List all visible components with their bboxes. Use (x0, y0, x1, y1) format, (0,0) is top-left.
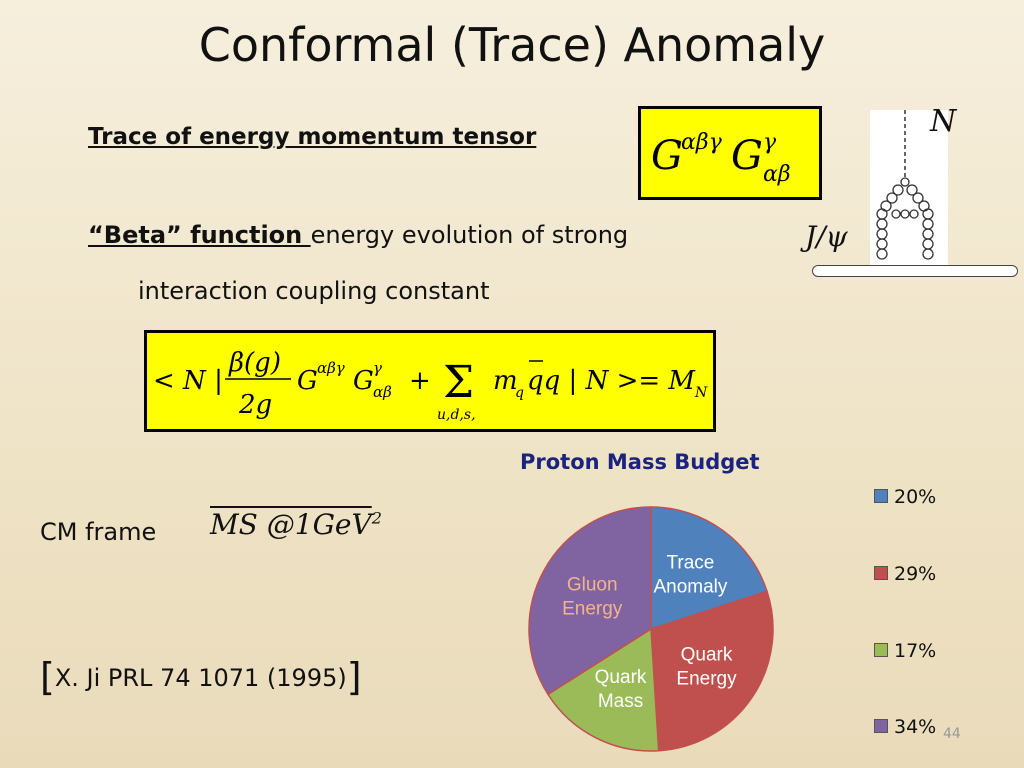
svg-text:G: G (297, 366, 318, 396)
svg-text:q: q (515, 385, 524, 401)
beta-description: energy evolution of strong (310, 221, 629, 249)
pie-slice (546, 627, 660, 752)
beta-description-2: interaction coupling constant (138, 277, 490, 305)
svg-text:αβγ: αβγ (317, 359, 345, 377)
pie-slice (650, 506, 768, 631)
beta-function-line: “Beta” function energy evolution of stro… (88, 221, 628, 249)
bracket-close: ] (346, 655, 362, 699)
reference: [X. Ji PRL 74 1071 (1995)] (40, 655, 362, 699)
svg-text:G: G (731, 133, 763, 179)
pie-slice (528, 506, 652, 696)
legend-label: 17% (894, 640, 937, 662)
slice-label: Anomaly (653, 577, 727, 598)
mass-decomposition-equation: < N | β(g) 2g G αβγ G γ αβ + Σ u,d,s, m … (144, 330, 716, 432)
nucleon-label: N (930, 104, 957, 139)
ms-text: MS @1GeV (210, 508, 372, 541)
svg-text:2g: 2g (238, 390, 272, 420)
slice-label: Energy (676, 669, 737, 690)
reference-text: X. Ji PRL 74 1071 (1995) (54, 664, 347, 692)
ms-exponent: 2 (371, 508, 382, 528)
beta-heading: “Beta” function (88, 221, 311, 249)
feynman-diagram-svg (876, 110, 934, 260)
legend-swatch (874, 489, 888, 503)
slice-label: Energy (562, 599, 623, 620)
svg-text:qq | N >= M: qq | N >= M (527, 366, 696, 396)
slice-label: Quark (595, 667, 647, 688)
slice-label: Gluon (567, 575, 618, 596)
gluon-tensor-equation-svg: G αβγ G γ αβ (651, 130, 791, 187)
legend-swatch (874, 566, 888, 580)
legend-item: 20% (874, 486, 936, 508)
slice-label: Mass (598, 691, 643, 712)
gluon-tensor-equation: G αβγ G γ αβ (638, 106, 822, 200)
legend-label: 34% (894, 716, 937, 738)
chart-title: Proton Mass Budget (520, 450, 760, 474)
page-number: 44 (943, 726, 961, 742)
trace-heading: Trace of energy momentum tensor (88, 124, 537, 150)
legend-item: 29% (874, 563, 936, 585)
svg-text:αβ: αβ (373, 383, 392, 401)
svg-text:G: G (353, 366, 374, 396)
slide-title: Conformal (Trace) Anomaly (198, 18, 826, 72)
feynman-diagram (870, 110, 948, 268)
jpsi-label: J/ψ (805, 220, 848, 253)
mass-decomposition-svg: < N | β(g) 2g G αβγ G γ αβ + Σ u,d,s, m … (153, 348, 708, 423)
svg-text:m: m (493, 366, 518, 396)
target-bar (812, 265, 1018, 277)
ms-scheme-label: MS @1GeV2 (210, 508, 382, 541)
svg-text:αβγ: αβγ (681, 130, 723, 155)
svg-text:αβ: αβ (763, 162, 791, 187)
cm-frame-label: CM frame (40, 518, 157, 546)
svg-text:Σ: Σ (443, 357, 474, 408)
legend-item: 17% (874, 640, 936, 662)
legend-item: 34% (874, 716, 936, 738)
svg-text:γ: γ (373, 359, 382, 377)
pie-chart: Trace Anomaly Quark Energy Quark Mass Gluon Ene… (528, 506, 774, 752)
svg-text:N: N (694, 385, 708, 401)
bracket-open: [ (40, 655, 55, 699)
pie-slice (650, 590, 774, 752)
svg-text:β(g): β(g) (228, 348, 281, 378)
legend-label: 20% (894, 486, 937, 508)
legend-swatch (874, 719, 888, 733)
legend-swatch (874, 643, 888, 657)
slice-label: Quark (681, 645, 733, 666)
svg-text:γ: γ (763, 130, 777, 155)
svg-text:< N |: < N | (153, 366, 223, 396)
svg-text:+: + (409, 366, 431, 396)
slice-label: Trace (667, 553, 715, 574)
svg-text:G: G (651, 133, 683, 179)
legend-label: 29% (894, 563, 937, 585)
svg-text:u,d,s,: u,d,s, (437, 407, 476, 423)
